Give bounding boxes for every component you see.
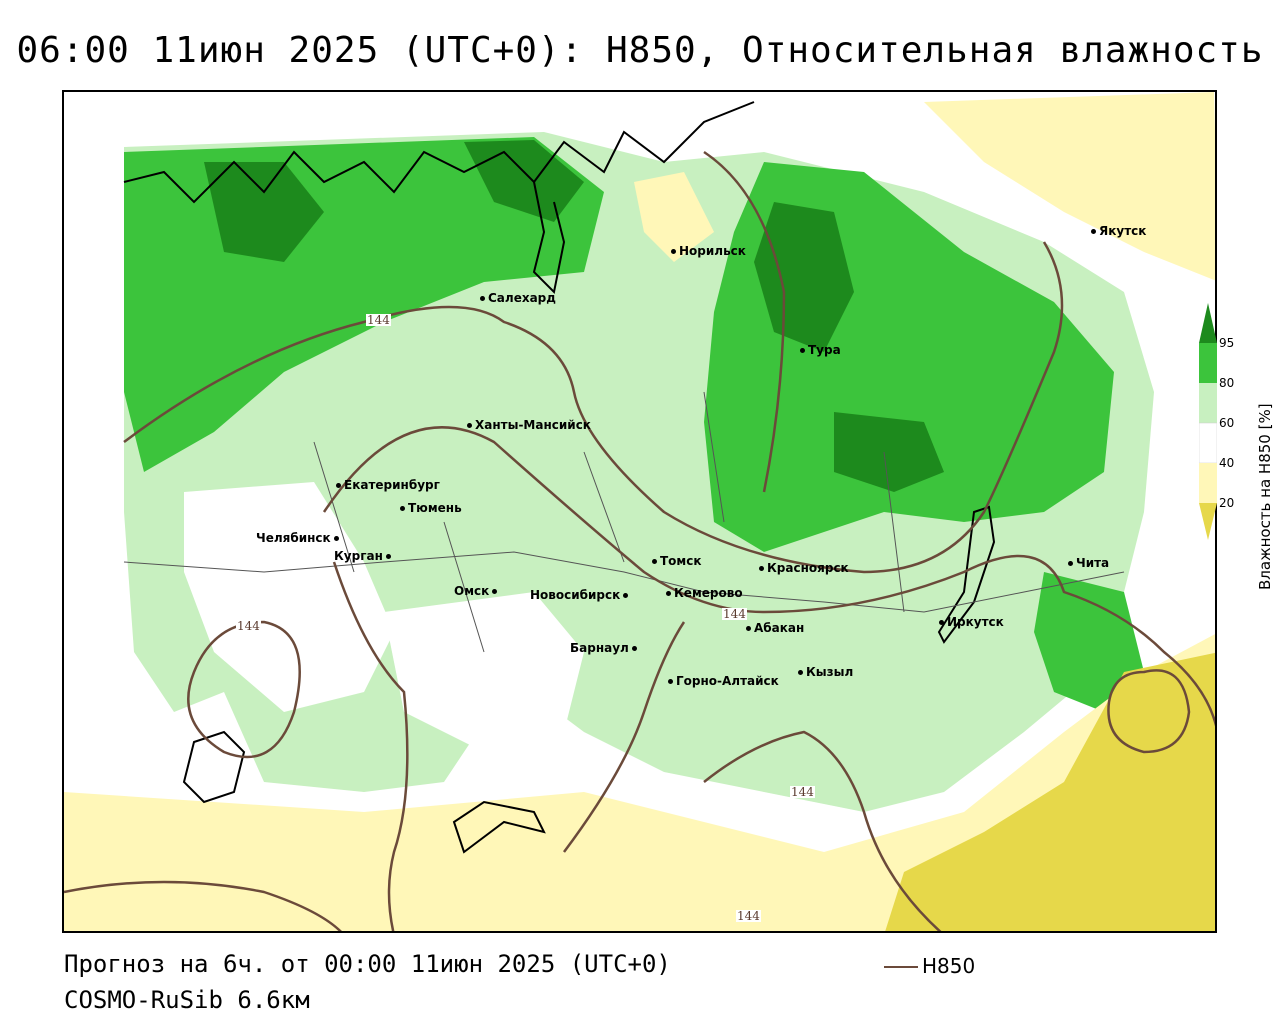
colorbar-swatch-80-95 bbox=[1199, 343, 1217, 383]
city-label[interactable]: Абакан bbox=[746, 622, 804, 634]
colorbar-tick: 95 bbox=[1219, 336, 1235, 350]
city-dot-icon bbox=[336, 483, 341, 488]
city-label[interactable]: Чита bbox=[1068, 557, 1109, 569]
humidity-above95-east bbox=[754, 202, 854, 352]
city-dot-icon bbox=[631, 646, 637, 651]
city-label[interactable]: Тюмень bbox=[400, 502, 462, 514]
city-label[interactable]: Норильск bbox=[671, 245, 746, 257]
city-label[interactable]: Омск bbox=[454, 585, 500, 597]
lake-balkhash bbox=[452, 800, 546, 854]
city-dot-icon bbox=[939, 620, 944, 625]
colorbar-swatch-60-80 bbox=[1199, 383, 1217, 423]
city-dot-icon bbox=[759, 566, 764, 571]
city-dot-icon bbox=[746, 626, 751, 631]
colorbar-swatch-20-40 bbox=[1199, 463, 1217, 503]
city-dot-icon bbox=[467, 423, 472, 428]
contour-label: 144 bbox=[722, 607, 747, 621]
colorbar-tick: 20 bbox=[1219, 496, 1235, 510]
city-dot-icon bbox=[333, 536, 339, 541]
humidity-20-40-yamal bbox=[634, 172, 714, 262]
city-label[interactable]: Иркутск bbox=[939, 616, 1004, 628]
city-label[interactable]: Барнаул bbox=[570, 642, 640, 654]
humidity-field bbox=[64, 92, 1215, 931]
humidity-20-40-northeast bbox=[924, 92, 1215, 281]
colorbar-swatch-below20 bbox=[1199, 503, 1217, 540]
legend-line-icon bbox=[884, 966, 918, 968]
humidity-above95-center bbox=[834, 412, 944, 492]
h850-contour bbox=[562, 621, 686, 853]
colorbar-tick: 80 bbox=[1219, 376, 1235, 390]
city-label[interactable]: Томск bbox=[652, 555, 702, 567]
city-label[interactable]: Челябинск bbox=[256, 532, 342, 544]
contour-label: 144 bbox=[790, 785, 815, 799]
city-label[interactable]: Курган bbox=[334, 550, 394, 562]
colorbar bbox=[1199, 303, 1217, 540]
legend-label: H850 bbox=[922, 954, 976, 978]
humidity-20-40-south bbox=[64, 634, 1215, 931]
colorbar-tick: 60 bbox=[1219, 416, 1235, 430]
contour-label: 144 bbox=[366, 313, 391, 327]
colorbar-swatch-above95 bbox=[1199, 303, 1217, 343]
city-label[interactable]: Тура bbox=[800, 344, 841, 356]
city-label[interactable]: Горно-Алтайск bbox=[668, 675, 779, 687]
city-dot-icon bbox=[671, 249, 676, 254]
city-label[interactable]: Красноярск bbox=[759, 562, 849, 574]
h850-contour bbox=[322, 426, 1215, 727]
city-dot-icon bbox=[652, 559, 657, 564]
city-dot-icon bbox=[800, 348, 805, 353]
h850-contour bbox=[64, 880, 342, 931]
city-label[interactable]: Салехард bbox=[480, 292, 556, 304]
city-dot-icon bbox=[666, 591, 671, 596]
city-dot-icon bbox=[480, 296, 485, 301]
city-dot-icon bbox=[492, 589, 498, 594]
h850-contour bbox=[703, 150, 786, 493]
contour-label: 144 bbox=[736, 909, 761, 923]
forecast-info: Прогноз на 6ч. от 00:00 11июн 2025 (UTC+… bbox=[64, 950, 671, 978]
colorbar-title: Влажность на H850 [%] bbox=[1256, 403, 1274, 590]
city-label[interactable]: Новосибирск bbox=[530, 589, 631, 601]
city-dot-icon bbox=[400, 506, 405, 511]
humidity-below20-southeast bbox=[885, 652, 1215, 931]
map-title: 06:00 11июн 2025 (UTC+0): H850, Относите… bbox=[16, 30, 1264, 71]
city-label[interactable]: Кемерово bbox=[666, 587, 743, 599]
city-dot-icon bbox=[1068, 561, 1073, 566]
h850-contour bbox=[332, 561, 409, 931]
map-area[interactable]: 144 144 144 144 144 Норильск Якутск Сале… bbox=[62, 90, 1217, 933]
colorbar-tick: 40 bbox=[1219, 456, 1235, 470]
contour-label: 144 bbox=[236, 619, 261, 633]
h850-contour bbox=[1107, 669, 1191, 754]
city-label[interactable]: Якутск bbox=[1091, 225, 1146, 237]
city-dot-icon bbox=[668, 679, 673, 684]
city-label[interactable]: Екатеринбург bbox=[336, 479, 440, 491]
city-label[interactable]: Ханты-Мансийск bbox=[467, 419, 591, 431]
humidity-80-95-baikal bbox=[1034, 572, 1144, 712]
model-name: COSMO-RuSib 6.6км bbox=[64, 986, 310, 1014]
humidity-above95-north bbox=[204, 162, 324, 262]
humidity-40-60-region-west bbox=[184, 482, 394, 712]
region-borders bbox=[123, 391, 1125, 653]
coastline-yamal bbox=[532, 181, 566, 295]
lake-baikal bbox=[937, 505, 996, 644]
colorbar-swatch-40-60 bbox=[1199, 422, 1217, 464]
city-dot-icon bbox=[1091, 229, 1096, 234]
h850-contour bbox=[187, 620, 301, 759]
city-label[interactable]: Кызыл bbox=[798, 666, 853, 678]
city-dot-icon bbox=[798, 670, 803, 675]
city-dot-icon bbox=[385, 554, 391, 559]
city-dot-icon bbox=[623, 593, 629, 598]
humidity-above95-north2 bbox=[464, 140, 584, 222]
coastline-north bbox=[123, 101, 755, 204]
h850-contour bbox=[703, 730, 942, 931]
caspian-sea bbox=[182, 730, 246, 804]
humidity-40-60-region-south bbox=[384, 592, 584, 752]
